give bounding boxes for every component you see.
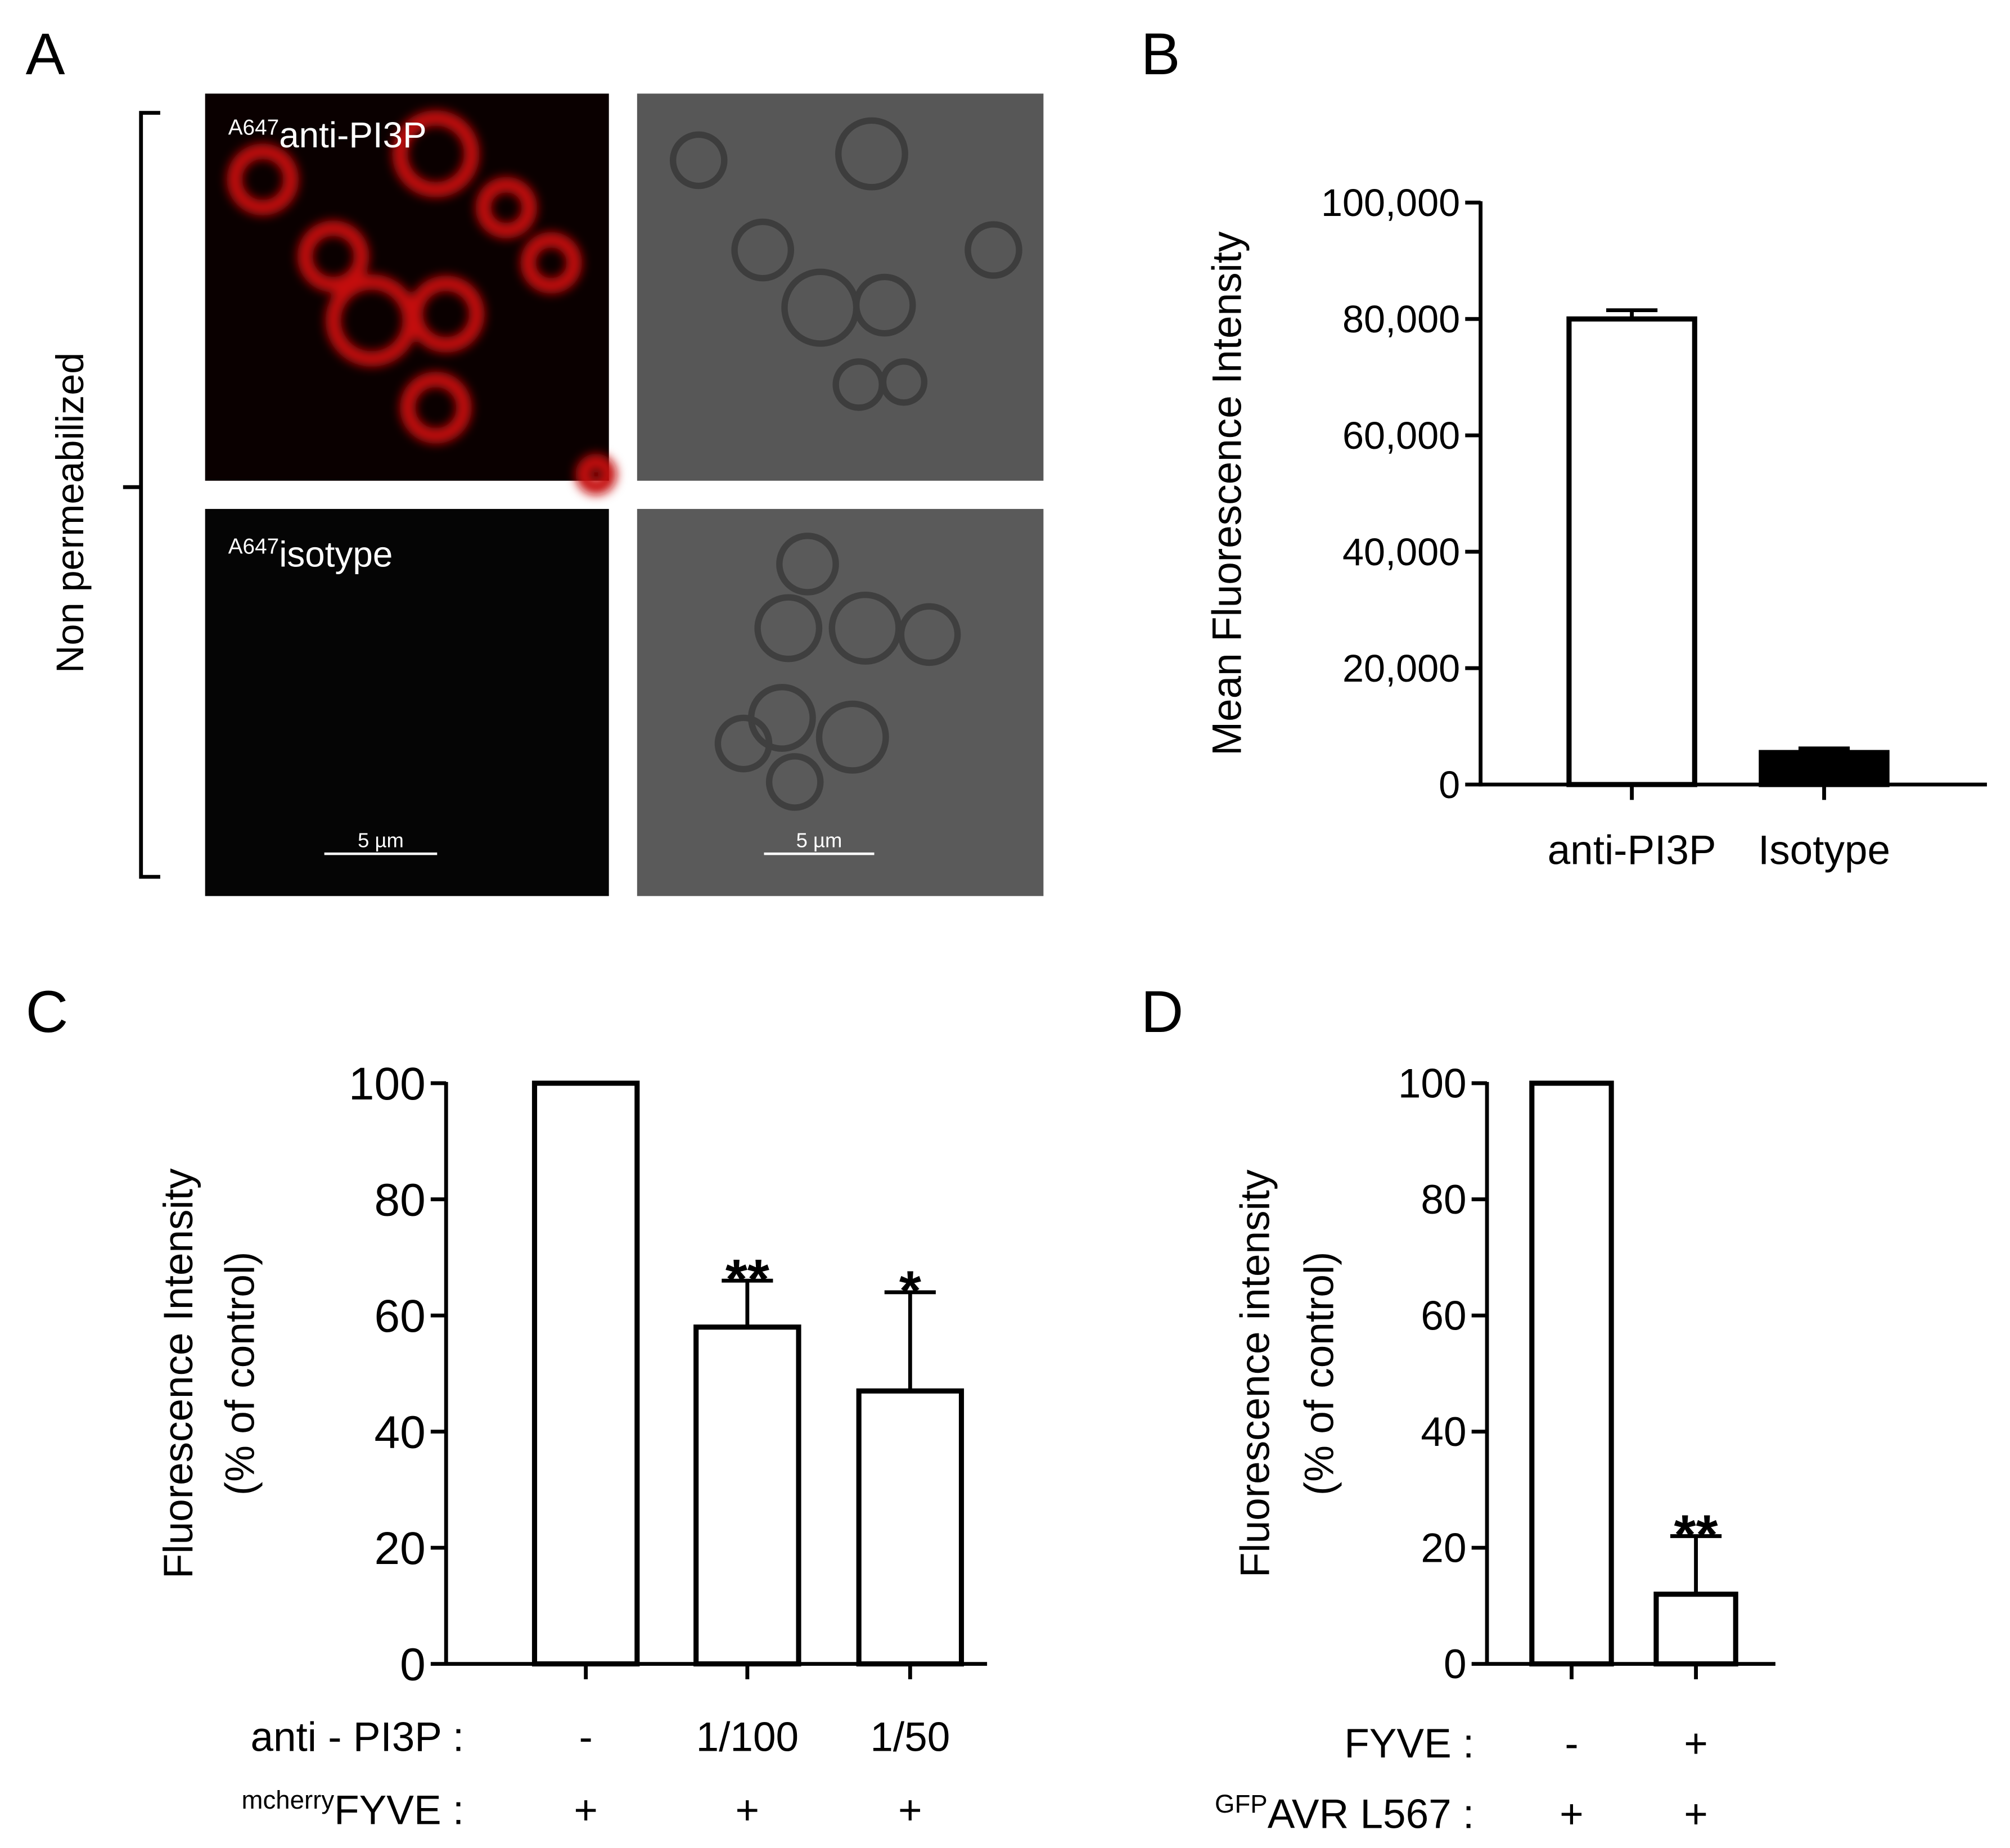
scale-label: 5 µm — [796, 829, 842, 852]
y-tick-label: 0 — [1439, 764, 1460, 806]
bar — [1759, 750, 1890, 787]
error-bar — [1606, 308, 1658, 319]
micrograph-black — [205, 508, 609, 896]
panel-label: A — [26, 21, 65, 87]
micrograph-brightfield — [637, 93, 1044, 481]
y-tick-label: 100 — [349, 1058, 426, 1110]
condition-value: + — [898, 1788, 922, 1833]
condition-value: 1/50 — [870, 1715, 950, 1760]
condition-label: FYVE : — [1344, 1721, 1474, 1766]
scale-label: 5 µm — [358, 829, 404, 852]
y-tick-label: 80,000 — [1342, 298, 1460, 341]
y-tick-label: 80 — [1421, 1177, 1466, 1223]
error-bar — [1670, 1534, 1722, 1594]
condition-value: - — [1565, 1721, 1578, 1766]
error-bar — [884, 1290, 936, 1391]
condition-name: anti - PI3P : — [250, 1715, 464, 1760]
condition-value: + — [736, 1788, 760, 1833]
y-tick-label: 60,000 — [1342, 414, 1460, 457]
y-tick-label: 60 — [1421, 1293, 1466, 1339]
error-bar — [1798, 746, 1850, 753]
y-tick-label: 20 — [374, 1523, 425, 1574]
y-tick-label: 20 — [1421, 1526, 1466, 1571]
y-axis-label: Fluorescence intensity — [1233, 1169, 1278, 1577]
error-bar — [722, 1278, 773, 1327]
significance: * — [899, 1260, 921, 1323]
condition-value: + — [1684, 1791, 1708, 1837]
condition-label: mcherryFYVE : — [242, 1786, 465, 1833]
caption-sup: A647 — [228, 115, 279, 139]
condition-label: anti - PI3P : — [250, 1715, 464, 1760]
condition-name: FYVE : — [1344, 1721, 1474, 1766]
bar — [856, 1388, 965, 1667]
condition-sup: GFP — [1215, 1790, 1268, 1818]
y-axis-label: (% of control) — [1297, 1252, 1342, 1496]
y-tick-label: 100 — [1398, 1061, 1467, 1107]
bar — [693, 1324, 801, 1667]
y-tick-label: 0 — [400, 1639, 426, 1690]
micrograph-brightfield — [637, 508, 1044, 896]
caption-sup: A647 — [228, 535, 279, 559]
image-caption: A647anti-PI3P — [228, 115, 427, 155]
y-tick-label: 40,000 — [1342, 531, 1460, 574]
y-axis-label: Mean Fluorescence Intensity — [1204, 231, 1250, 756]
micrograph-red — [205, 93, 617, 495]
condition-sup: mcherry — [242, 1786, 335, 1814]
panel-label: D — [1141, 979, 1184, 1045]
y-tick-label: 0 — [1444, 1642, 1467, 1687]
caption-text: anti-PI3P — [279, 115, 426, 155]
condition-value: + — [1560, 1791, 1584, 1837]
bar — [1529, 1080, 1614, 1667]
condition-value: + — [574, 1788, 598, 1833]
panel-label: B — [1141, 21, 1180, 87]
condition-label: GFPAVR L567 : — [1215, 1790, 1474, 1837]
y-tick-label: 80 — [374, 1174, 425, 1225]
condition-name: FYVE : — [334, 1788, 464, 1833]
caption-text: isotype — [279, 534, 393, 575]
bar — [1566, 316, 1697, 787]
side-label: Non permeabilized — [49, 353, 92, 673]
significance: ** — [725, 1248, 769, 1311]
image-caption: A647isotype — [228, 534, 393, 575]
condition-value: - — [579, 1715, 593, 1760]
y-axis-label: Fluorescence Intensity — [156, 1168, 201, 1579]
condition-name: AVR L567 : — [1268, 1791, 1475, 1837]
panel-label: C — [26, 979, 69, 1045]
y-tick-label: 40 — [374, 1407, 425, 1458]
y-tick-label: 40 — [1421, 1409, 1466, 1455]
y-axis-label: (% of control) — [217, 1252, 263, 1496]
y-tick-label: 60 — [374, 1291, 425, 1342]
condition-value: + — [1684, 1721, 1708, 1766]
significance: ** — [1674, 1503, 1718, 1566]
bracket — [123, 111, 160, 879]
y-tick-label: 20,000 — [1342, 647, 1460, 690]
x-tick-label: Isotype — [1758, 827, 1890, 873]
condition-value: 1/100 — [696, 1715, 799, 1760]
bar — [1653, 1592, 1738, 1667]
y-tick-label: 100,000 — [1321, 182, 1460, 224]
x-tick-label: anti-PI3P — [1548, 827, 1716, 873]
bar — [531, 1080, 640, 1667]
